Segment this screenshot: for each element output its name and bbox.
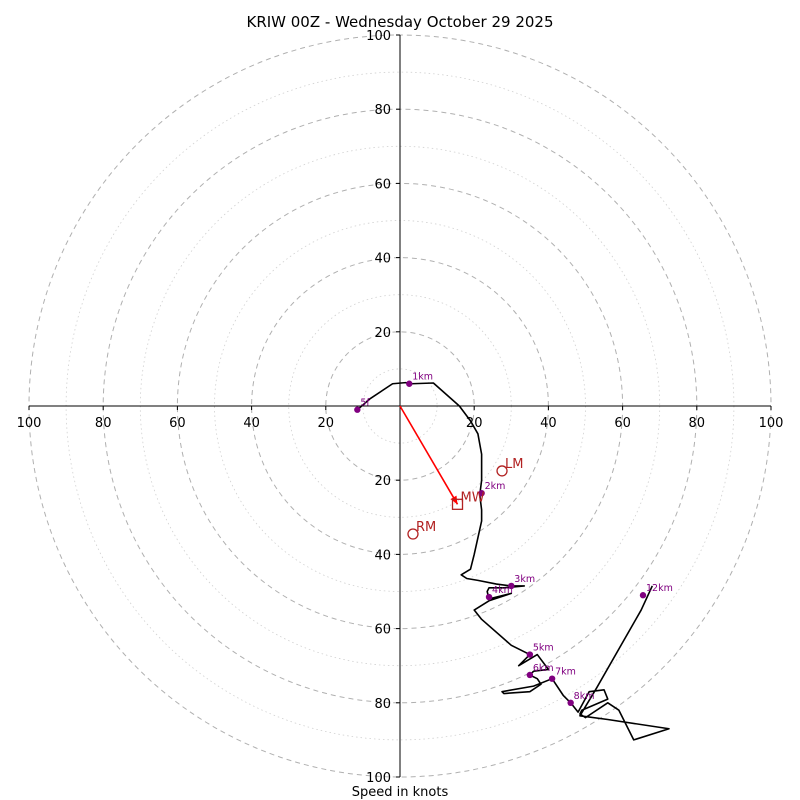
tick-labels: 100 80 60 40 20 20 40 60 80 100100806040202040608…	[17, 29, 784, 786]
storm-motion-markers: LM RM MW	[407, 457, 523, 540]
chart-title: KRIW 00Z - Wednesday October 29 2025	[246, 13, 553, 31]
height-label-7km: 7km	[555, 667, 576, 678]
shear-vector-arrowhead	[450, 495, 458, 505]
mean-wind-label: MW	[461, 490, 485, 505]
height-label-2km: 2km	[485, 481, 506, 492]
x-tick-label: 40	[540, 416, 557, 431]
shear-vector-line	[399, 405, 459, 505]
y-tick-label: 100	[366, 771, 391, 786]
y-tick-label: 60	[374, 623, 391, 638]
height-marker-6km	[526, 671, 534, 679]
x-tick-label: 40	[243, 416, 260, 431]
height-marker-3km	[508, 582, 515, 590]
y-tick-label: 20	[374, 326, 391, 341]
height-marker-5f	[354, 406, 361, 413]
height-label-5f: 5f	[360, 398, 370, 409]
height-marker-5km	[526, 651, 534, 658]
height-marker-1km	[406, 380, 413, 387]
shear-vector	[399, 405, 459, 505]
height-marker-12km	[639, 592, 647, 599]
right-mover-marker	[407, 528, 419, 540]
x-tick-label: 80	[95, 416, 112, 431]
height-marker-2km	[478, 489, 485, 497]
height-label-1km: 1km	[412, 372, 433, 383]
height-label-8km: 8km	[574, 691, 595, 702]
height-marker-4km	[485, 593, 493, 601]
height-marker-8km	[567, 699, 574, 706]
y-tick-label: 60	[374, 177, 391, 192]
x-tick-label: 60	[169, 416, 186, 431]
x-tick-label: 20	[318, 416, 335, 431]
x-tick-label: 100	[759, 416, 784, 431]
x-axis-label: Speed in knots	[352, 785, 449, 800]
x-tick-label: 80	[689, 416, 706, 431]
y-tick-label: 40	[374, 548, 391, 563]
mean-wind-marker	[451, 498, 464, 510]
height-label-4km: 4km	[492, 585, 513, 596]
y-tick-label: 80	[374, 103, 391, 118]
right-mover-label: RM	[416, 520, 436, 535]
height-marker-7km	[548, 675, 556, 682]
x-tick-label: 100	[17, 416, 42, 431]
height-label-6km: 6km	[533, 663, 554, 674]
y-tick-label: 100	[366, 29, 391, 44]
y-tick-label: 80	[374, 697, 391, 712]
x-tick-label: 60	[614, 416, 631, 431]
left-mover-marker	[496, 465, 508, 477]
height-label-3km: 3km	[514, 574, 535, 585]
y-tick-label: 40	[374, 252, 391, 267]
left-mover-label: LM	[505, 457, 523, 472]
height-label-5km: 5km	[533, 643, 554, 654]
height-label-12km: 12km	[646, 583, 673, 594]
y-tick-label: 20	[374, 474, 391, 489]
